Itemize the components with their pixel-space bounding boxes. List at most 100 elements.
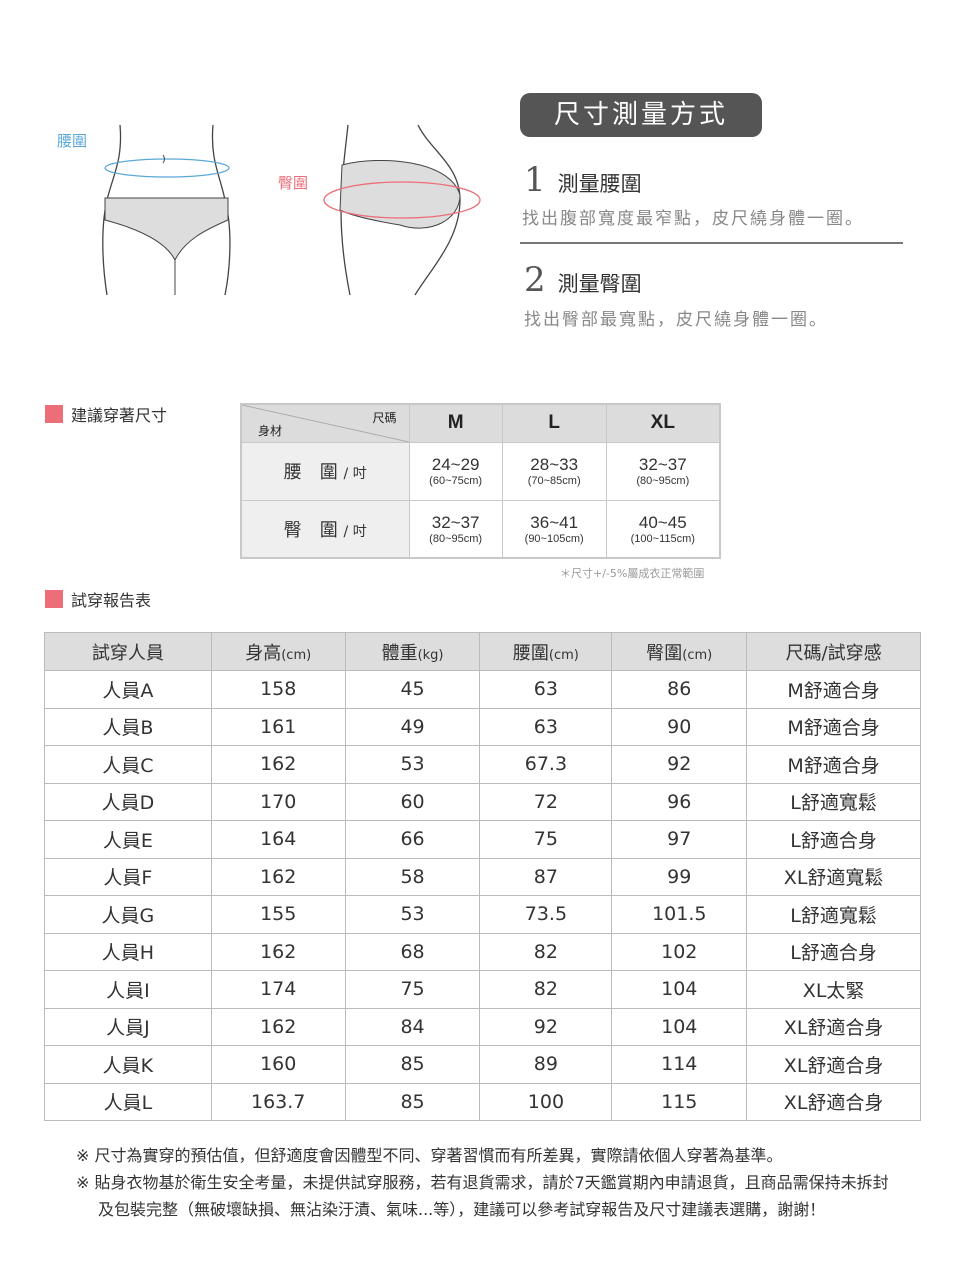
step-1-number: 1 — [524, 160, 546, 200]
table-cell: 97 — [611, 820, 748, 859]
size-cell: 32~37 (80~95cm) — [605, 441, 721, 501]
table-cell: M舒適合身 — [746, 745, 921, 784]
note-2: ※ 貼身衣物基於衛生安全考量，未提供試穿服務，若有退貨需求，請於7天鑑賞期內申請… — [76, 1173, 889, 1219]
corner-body-label: 身材 — [258, 423, 283, 438]
size-cell: 32~37 (80~95cm) — [408, 499, 503, 559]
table-cell: 人員F — [44, 857, 212, 896]
table-cell: 75 — [479, 820, 613, 859]
size-note: ＊尺寸+/-5%屬成衣正常範圍 — [560, 567, 705, 580]
table-cell: L舒適合身 — [746, 820, 921, 859]
table-cell: 68 — [344, 932, 481, 971]
table-cell: 82 — [479, 970, 613, 1009]
table-cell: 人員H — [44, 932, 212, 971]
table-cell: 人員G — [44, 895, 212, 934]
table-cell: M舒適合身 — [746, 670, 921, 709]
table-cell: 人員D — [44, 782, 212, 821]
table-cell: XL太緊 — [746, 970, 921, 1009]
table-cell: 161 — [210, 707, 346, 746]
table-cell: 86 — [611, 670, 748, 709]
row-label: 腰 圍 / 吋 — [240, 441, 410, 501]
column-header: 試穿人員 — [44, 632, 212, 671]
column-header: 體重(kg) — [344, 632, 481, 671]
table-cell: 160 — [210, 1045, 346, 1084]
table-row: 人員I 174 75 82 104 XL太緊 — [44, 970, 921, 1009]
table-cell: 人員J — [44, 1007, 212, 1046]
table-cell: 66 — [344, 820, 481, 859]
size-section-heading: 建議穿著尺寸 — [45, 402, 167, 426]
step-1-desc: 找出腹部寬度最窄點，皮尺繞身體一圈。 — [522, 209, 864, 229]
table-row: 人員G 155 53 73.5 101.5 L舒適寬鬆 — [44, 895, 921, 934]
table-cell: 90 — [611, 707, 748, 746]
table-cell: 75 — [344, 970, 481, 1009]
table-cell: XL舒適合身 — [746, 1082, 921, 1121]
table-row: 人員H 162 68 82 102 L舒適合身 — [44, 932, 921, 971]
table-cell: 158 — [210, 670, 346, 709]
size-section-title: 建議穿著尺寸 — [71, 406, 168, 425]
table-cell: 人員B — [44, 707, 212, 746]
table-cell: 73.5 — [479, 895, 613, 934]
note-1: ※ 尺寸為實穿的預估值，但舒適度會因體型不同、穿著習慣而有所差異，實際請依個人穿… — [76, 1146, 783, 1165]
table-cell: 104 — [611, 1007, 748, 1046]
table-cell: 63 — [479, 707, 613, 746]
table-cell: 87 — [479, 857, 613, 896]
table-cell: 99 — [611, 857, 748, 896]
measure-title: 尺寸測量方式 — [520, 93, 762, 137]
table-cell: 162 — [210, 932, 346, 971]
table-cell: 85 — [344, 1082, 481, 1121]
table-cell: 53 — [344, 745, 481, 784]
trial-section-title: 試穿報告表 — [71, 591, 152, 610]
square-bullet-icon — [45, 405, 63, 423]
notes: ※ 尺寸為實穿的預估值，但舒適度會因體型不同、穿著習慣而有所差異，實際請依個人穿… — [76, 1142, 896, 1223]
table-cell: 人員C — [44, 745, 212, 784]
table-cell: 100 — [479, 1082, 613, 1121]
column-header: 臀圍(cm) — [611, 632, 748, 671]
trial-table: 試穿人員 身高(cm) 體重(kg) 腰圍(cm) 臀圍(cm) 尺碼/試穿感人員A 158… — [44, 632, 921, 1121]
table-cell: M舒適合身 — [746, 707, 921, 746]
table-cell: XL舒適寬鬆 — [746, 857, 921, 896]
table-cell: 82 — [479, 932, 613, 971]
table-cell: 162 — [210, 857, 346, 896]
step-2-desc: 找出臀部最寬點，皮尺繞身體一圈。 — [524, 310, 828, 330]
row-label: 臀 圍 / 吋 — [240, 499, 410, 559]
table-row: 人員F 162 58 87 99 XL舒適寬鬆 — [44, 857, 921, 896]
table-cell: 164 — [210, 820, 346, 859]
size-cell: 28~33 (70~85cm) — [501, 441, 607, 501]
corner-size-label: 尺碼 — [372, 411, 397, 425]
column-header: 尺碼/試穿感 — [746, 632, 921, 671]
step-1-title: 測量腰圍 — [557, 172, 642, 196]
table-cell: 67.3 — [479, 745, 613, 784]
table-row: 人員B 161 49 63 90 M舒適合身 — [44, 707, 921, 746]
table-cell: 63 — [479, 670, 613, 709]
table-cell: 人員K — [44, 1045, 212, 1084]
table-cell: XL舒適合身 — [746, 1045, 921, 1084]
table-cell: L舒適寬鬆 — [746, 782, 921, 821]
table-cell: 人員A — [44, 670, 212, 709]
table-cell: 45 — [344, 670, 481, 709]
table-cell: 58 — [344, 857, 481, 896]
size-cell: 36~41 (90~105cm) — [501, 499, 607, 559]
step-2-number: 2 — [524, 260, 546, 300]
table-cell: XL舒適合身 — [746, 1007, 921, 1046]
size-header: M — [408, 403, 503, 443]
table-cell: 101.5 — [611, 895, 748, 934]
table-cell: 174 — [210, 970, 346, 1009]
step-1-heading: 1 測量腰圍 — [524, 160, 642, 200]
table-row: 人員D 170 60 72 96 L舒適寬鬆 — [44, 782, 921, 821]
table-cell: 170 — [210, 782, 346, 821]
column-header: 身高(cm) — [210, 632, 346, 671]
table-row: 人員C 162 53 67.3 92 M舒適合身 — [44, 745, 921, 784]
table-cell: 162 — [210, 745, 346, 784]
table-cell: 115 — [611, 1082, 748, 1121]
trial-section-heading: 試穿報告表 — [45, 587, 151, 611]
table-row: 人員K 160 85 89 114 XL舒適合身 — [44, 1045, 921, 1084]
table-cell: 102 — [611, 932, 748, 971]
table-cell: 96 — [611, 782, 748, 821]
table-cell: 155 — [210, 895, 346, 934]
size-table: 尺碼 身材 M L XL 腰 圍 / 吋 24~29 (60~75cm) 28~3… — [240, 403, 721, 559]
column-header: 腰圍(cm) — [479, 632, 613, 671]
waist-label: 腰圍 — [57, 132, 88, 150]
table-cell: 92 — [611, 745, 748, 784]
table-cell: L舒適寬鬆 — [746, 895, 921, 934]
waist-illustration — [102, 124, 231, 296]
table-cell: 人員L — [44, 1082, 212, 1121]
